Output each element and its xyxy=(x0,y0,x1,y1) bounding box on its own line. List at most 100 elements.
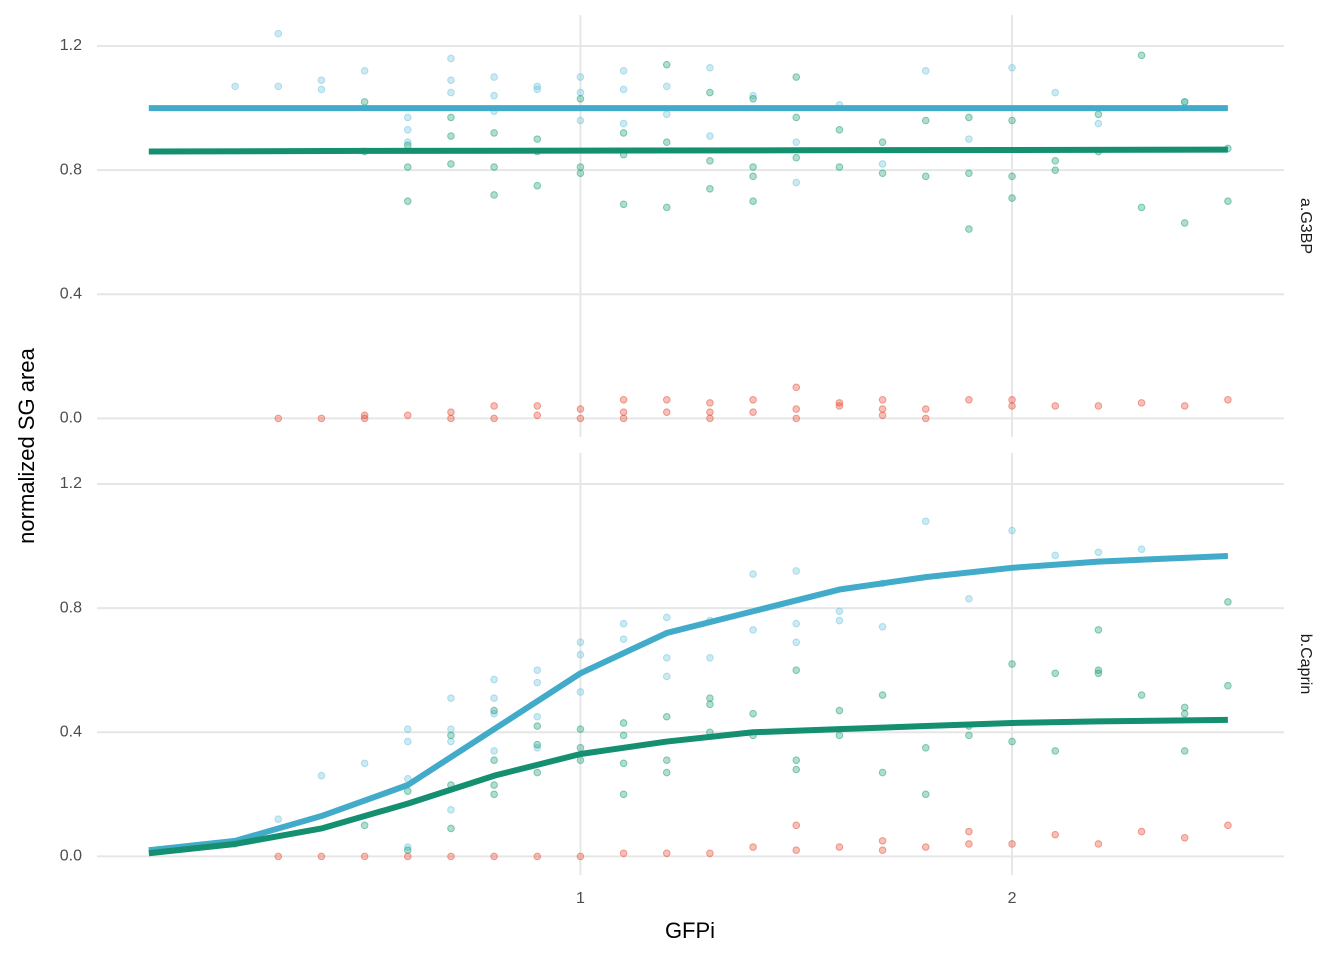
point xyxy=(274,414,283,423)
point xyxy=(878,160,887,168)
point xyxy=(921,67,930,75)
point xyxy=(1180,833,1189,842)
point xyxy=(965,225,973,233)
point xyxy=(1180,747,1189,755)
point xyxy=(490,706,498,715)
point xyxy=(1051,747,1060,755)
point xyxy=(576,88,585,97)
point xyxy=(878,138,887,147)
point xyxy=(1137,203,1146,212)
point xyxy=(1180,98,1189,106)
point xyxy=(576,405,585,413)
point xyxy=(403,126,412,134)
point xyxy=(706,157,714,165)
point xyxy=(1224,821,1232,830)
point xyxy=(662,613,671,622)
point xyxy=(447,852,455,861)
point xyxy=(706,653,714,662)
point xyxy=(1137,399,1146,407)
point xyxy=(533,402,542,410)
point xyxy=(662,672,671,681)
y-tick-label: 1.2 xyxy=(60,37,82,54)
point xyxy=(447,88,455,97)
point xyxy=(447,408,455,416)
point xyxy=(403,197,412,205)
point xyxy=(792,138,801,147)
point xyxy=(792,405,801,413)
point xyxy=(835,616,844,625)
point xyxy=(662,82,671,91)
y-tick-label: 0.4 xyxy=(60,723,82,740)
point xyxy=(749,395,757,404)
point xyxy=(1051,166,1060,174)
point xyxy=(965,827,973,836)
point xyxy=(921,414,930,423)
point xyxy=(490,694,498,702)
point xyxy=(533,768,542,777)
point xyxy=(1224,395,1232,404)
point xyxy=(490,73,498,81)
point xyxy=(1094,402,1103,410)
point xyxy=(878,411,887,420)
point xyxy=(921,405,930,413)
y-axis-title: normalized SG area xyxy=(14,347,39,543)
point xyxy=(662,395,671,404)
point xyxy=(749,408,757,416)
point xyxy=(490,91,498,100)
point xyxy=(835,731,844,740)
point xyxy=(576,73,585,81)
point xyxy=(447,737,455,746)
point xyxy=(447,76,455,84)
point xyxy=(965,113,973,122)
point xyxy=(706,184,714,193)
point xyxy=(835,126,844,134)
point xyxy=(792,73,801,81)
fit-line xyxy=(148,716,1228,857)
point xyxy=(1008,840,1016,848)
point xyxy=(878,622,887,631)
point xyxy=(576,743,585,752)
point xyxy=(662,408,671,416)
point xyxy=(317,414,326,423)
point xyxy=(403,411,412,420)
x-tick-label: 2 xyxy=(1008,890,1017,907)
point xyxy=(706,63,714,72)
point xyxy=(403,163,412,171)
point xyxy=(317,76,326,84)
point xyxy=(706,399,714,407)
point xyxy=(1137,691,1146,699)
point xyxy=(792,153,801,162)
point xyxy=(619,129,628,137)
point xyxy=(447,731,455,740)
point xyxy=(792,113,801,122)
point xyxy=(317,852,326,861)
fit-line xyxy=(148,553,1229,854)
point xyxy=(490,191,498,199)
point xyxy=(576,414,585,423)
point xyxy=(1094,626,1103,634)
point xyxy=(1137,545,1146,553)
point xyxy=(662,110,671,119)
point xyxy=(835,402,844,410)
point xyxy=(576,756,585,764)
point xyxy=(274,852,283,861)
point xyxy=(619,85,628,94)
point xyxy=(749,843,757,851)
point xyxy=(360,414,369,423)
point xyxy=(490,790,498,799)
point xyxy=(1094,119,1103,128)
point xyxy=(965,840,973,848)
point xyxy=(447,132,455,140)
point xyxy=(1224,681,1232,690)
point xyxy=(792,756,801,764)
point xyxy=(619,200,628,209)
point xyxy=(533,135,542,143)
point xyxy=(447,414,455,423)
point xyxy=(1051,157,1060,165)
point xyxy=(1094,548,1103,557)
fit-line xyxy=(148,146,1228,155)
point xyxy=(792,765,801,774)
point xyxy=(965,395,973,404)
point xyxy=(619,408,628,416)
point xyxy=(1008,172,1016,181)
